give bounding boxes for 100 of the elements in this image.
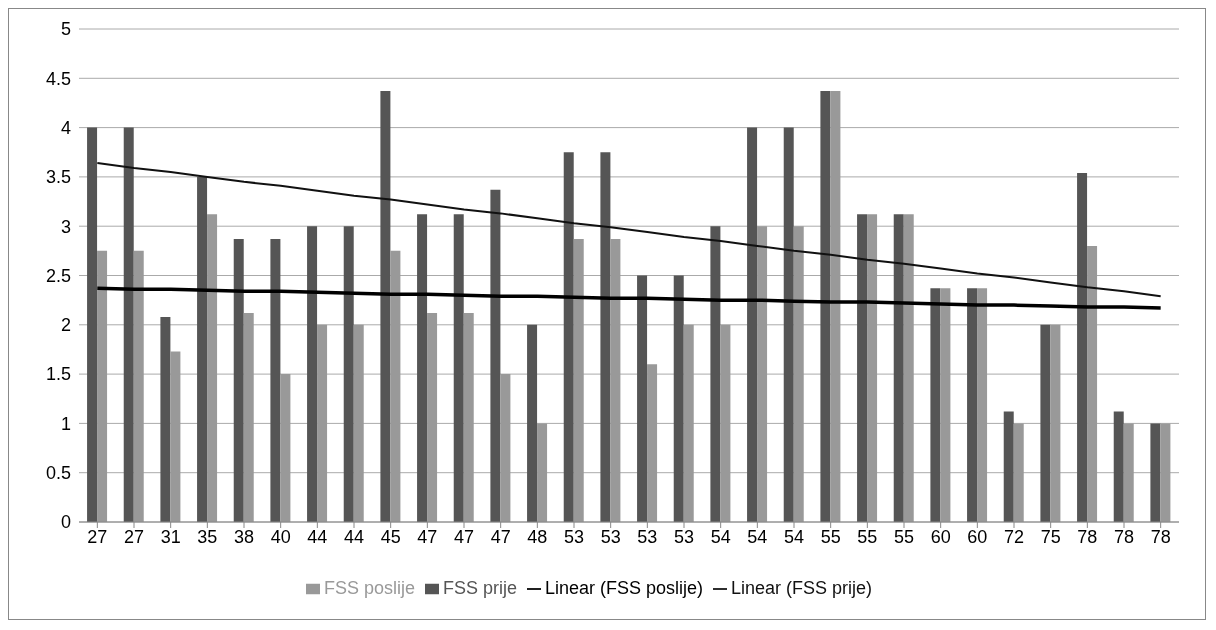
x-tick-label: 75 xyxy=(1040,526,1061,547)
bar xyxy=(123,127,134,522)
x-tick-label: 53 xyxy=(637,526,658,547)
bar xyxy=(343,226,354,522)
x-tick-label: 60 xyxy=(930,526,951,547)
bar xyxy=(683,324,694,522)
bar xyxy=(390,250,401,522)
legend-label: FSS prije xyxy=(442,578,517,598)
x-tick-label: 47 xyxy=(453,526,475,547)
bar xyxy=(427,312,438,522)
bar xyxy=(1123,423,1134,522)
legend-label: Linear (FSS prije) xyxy=(731,578,873,598)
x-tick-label: 38 xyxy=(233,526,255,547)
bar xyxy=(1050,324,1061,522)
x-tick-label: 44 xyxy=(307,526,328,547)
bar xyxy=(307,226,318,522)
bar xyxy=(967,288,978,522)
x-tick-label: 35 xyxy=(197,526,218,547)
bar xyxy=(977,288,988,522)
bar xyxy=(600,152,611,522)
y-tick-label: 3.5 xyxy=(45,167,71,188)
bar xyxy=(1160,423,1171,522)
bar xyxy=(353,324,364,522)
bar xyxy=(573,239,584,522)
bar xyxy=(417,214,428,522)
y-tick-label: 0.5 xyxy=(45,463,71,484)
bar xyxy=(233,239,244,522)
x-tick-label: 60 xyxy=(967,526,988,547)
bar xyxy=(637,275,648,522)
x-tick-label: 55 xyxy=(893,526,915,547)
legend-label: Linear (FSS poslije) xyxy=(544,578,704,598)
bar xyxy=(490,189,501,522)
x-tick-label: 53 xyxy=(563,526,585,547)
y-tick-label: 1 xyxy=(60,413,71,434)
x-tick-label: 55 xyxy=(820,526,841,547)
x-tick-label: 44 xyxy=(343,526,365,547)
bar xyxy=(563,152,574,522)
x-tick-label: 27 xyxy=(123,526,145,547)
y-tick-label: 0 xyxy=(60,512,71,533)
x-tick-label: 27 xyxy=(87,526,108,547)
x-tick-label: 78 xyxy=(1150,526,1171,547)
x-tick-label: 40 xyxy=(270,526,291,547)
y-tick-label: 2.5 xyxy=(45,265,71,286)
legend-label: FSS poslije xyxy=(323,578,415,598)
x-tick-label: 78 xyxy=(1113,526,1135,547)
bar xyxy=(1013,423,1024,522)
x-tick-label: 78 xyxy=(1077,526,1098,547)
bar xyxy=(710,226,721,522)
bar xyxy=(380,91,391,522)
bar xyxy=(537,423,548,522)
bar xyxy=(903,214,914,522)
bar xyxy=(757,226,768,522)
y-tick-label: 5 xyxy=(60,19,71,40)
y-tick-label: 1.5 xyxy=(45,364,71,385)
bar xyxy=(317,324,328,522)
bar xyxy=(830,91,841,522)
bar xyxy=(1040,324,1051,522)
bar xyxy=(527,324,538,522)
bar xyxy=(270,239,281,522)
x-tick-label: 48 xyxy=(527,526,548,547)
x-tick-label: 45 xyxy=(380,526,401,547)
bar xyxy=(1077,172,1088,522)
y-tick-label: 3 xyxy=(60,216,71,237)
bar xyxy=(1113,411,1124,522)
bar xyxy=(1150,423,1161,522)
bar xyxy=(280,374,291,522)
bar xyxy=(747,127,758,522)
bar xyxy=(197,176,208,522)
y-tick-label: 4.5 xyxy=(45,68,71,89)
x-tick-label: 54 xyxy=(783,526,805,547)
x-tick-label: 55 xyxy=(857,526,878,547)
x-tick-label: 31 xyxy=(160,526,181,547)
line-series xyxy=(96,162,1162,298)
y-tick-label: 2 xyxy=(60,315,71,336)
bar xyxy=(930,288,941,522)
x-tick-label: 53 xyxy=(673,526,695,547)
bar xyxy=(647,364,658,522)
bar xyxy=(1003,411,1014,522)
bar xyxy=(133,250,144,522)
bar xyxy=(170,351,181,522)
bar xyxy=(160,316,171,522)
x-tick-label: 47 xyxy=(417,526,438,547)
bar xyxy=(793,226,804,522)
bar xyxy=(857,214,868,522)
bar xyxy=(243,312,254,522)
bar xyxy=(940,288,951,522)
line-series xyxy=(95,286,1163,310)
bar xyxy=(820,91,831,522)
bar xyxy=(673,275,684,522)
bar xyxy=(720,324,731,522)
x-tick-label: 72 xyxy=(1003,526,1025,547)
bar xyxy=(463,312,474,522)
x-tick-label: 47 xyxy=(490,526,511,547)
bar xyxy=(87,127,98,522)
bar xyxy=(1087,245,1098,522)
bar xyxy=(610,239,621,522)
y-tick-label: 4 xyxy=(60,117,71,138)
bar xyxy=(97,250,108,522)
bar xyxy=(893,214,904,522)
bar xyxy=(453,214,464,522)
